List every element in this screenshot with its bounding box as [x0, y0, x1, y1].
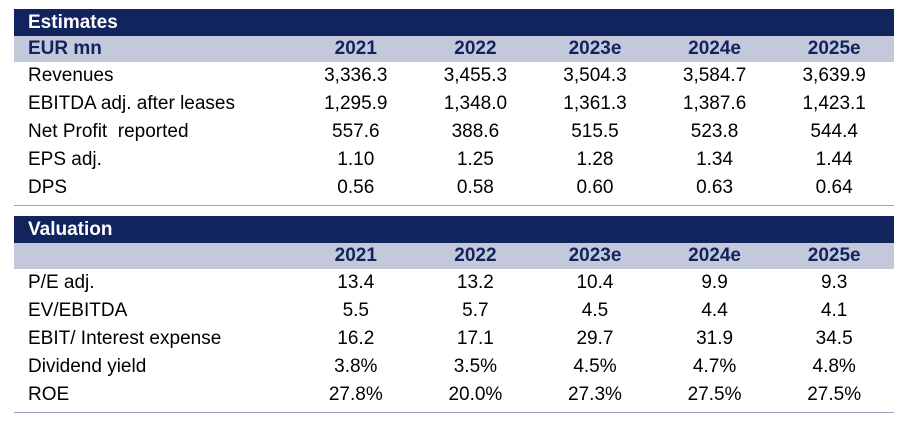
cell-value: 27.8% — [328, 384, 383, 405]
cell-value: 3,504.3 — [563, 65, 627, 86]
valuation-col-header: 2023e — [568, 245, 622, 266]
row-label: ROE — [28, 384, 70, 405]
estimates-col-header: 2024e — [688, 38, 741, 59]
cell-value: 3.8% — [334, 356, 378, 377]
cell-value: 4.7% — [692, 356, 737, 377]
cell-value: 0.60 — [576, 177, 614, 198]
valuation-col-header: 2025e — [807, 245, 861, 266]
table-row: EV/EBITDA 5.5 5.7 4.5 4.4 4.1 — [14, 297, 894, 325]
table-row: Dividend yield 3.8% 3.5% 4.5% 4.7% 4.8% — [14, 353, 894, 381]
valuation-table: Valuation 2021 2022 2023e 2024e 2025e P/… — [14, 216, 894, 409]
cell-value: 29.7 — [576, 328, 614, 349]
valuation-header-row: 2021 2022 2023e 2024e 2025e — [14, 243, 894, 269]
table-row: ROE 27.8% 20.0% 27.3% 27.5% 27.5% — [14, 381, 894, 409]
cell-value: 3,455.3 — [443, 65, 508, 86]
cell-value: 0.64 — [815, 177, 853, 198]
row-label: P/E adj. — [28, 272, 95, 293]
cell-value: 0.63 — [696, 177, 734, 198]
estimates-col-header: 2021 — [334, 38, 377, 59]
valuation-col-header: 2022 — [454, 245, 497, 266]
estimates-col-header: 2023e — [568, 38, 622, 59]
valuation-title: Valuation — [14, 216, 894, 243]
cell-value: 9.9 — [701, 272, 728, 293]
divider — [14, 412, 894, 413]
row-label: DPS — [28, 177, 68, 198]
cell-value: 4.5 — [581, 300, 609, 321]
cell-value: 3,584.7 — [682, 65, 747, 86]
cell-value: 1,387.6 — [682, 93, 747, 114]
cell-value: 544.4 — [810, 121, 858, 142]
table-row: EBIT/ Interest expense 16.2 17.1 29.7 31… — [14, 325, 894, 353]
cell-value: 4.8% — [812, 356, 856, 377]
cell-value: 5.5 — [342, 300, 369, 321]
valuation-col-header: 2024e — [688, 245, 741, 266]
cell-value: 16.2 — [337, 328, 375, 349]
cell-value: 1,423.1 — [802, 93, 866, 114]
cell-value: 3,639.9 — [802, 65, 866, 86]
row-label: Net Profit reported — [28, 121, 189, 142]
table-row: Net Profit reported 557.6 388.6 515.5 52… — [14, 118, 894, 146]
cell-value: 1.28 — [576, 149, 614, 170]
cell-value: 1,361.3 — [563, 93, 627, 114]
cell-value: 13.4 — [337, 272, 375, 293]
cell-value: 27.3% — [568, 384, 622, 405]
row-label: EBITDA adj. after leases — [28, 93, 235, 114]
cell-value: 388.6 — [451, 121, 500, 142]
divider — [14, 205, 894, 206]
cell-value: 1.44 — [815, 149, 853, 170]
cell-value: 523.8 — [690, 121, 739, 142]
table-row: EBITDA adj. after leases 1,295.9 1,348.0… — [14, 90, 894, 118]
cell-value: 5.7 — [462, 300, 489, 321]
table-row: EPS adj. 1.10 1.25 1.28 1.34 1.44 — [14, 146, 894, 174]
cell-value: 20.0% — [448, 384, 503, 405]
cell-value: 13.2 — [456, 272, 494, 293]
table-row: DPS 0.56 0.58 0.60 0.63 0.64 — [14, 174, 894, 202]
table-row: Revenues 3,336.3 3,455.3 3,504.3 3,584.7… — [14, 62, 894, 90]
row-label: EPS adj. — [28, 149, 102, 170]
cell-value: 1.34 — [696, 149, 734, 170]
cell-value: 10.4 — [576, 272, 614, 293]
cell-value: 4.1 — [820, 300, 848, 321]
cell-value: 1.25 — [456, 149, 494, 170]
cell-value: 17.1 — [456, 328, 494, 349]
row-label: Revenues — [28, 65, 114, 86]
estimates-header-row: EUR mn 2021 2022 2023e 2024e 2025e — [14, 36, 894, 62]
cell-value: 1.10 — [337, 149, 375, 170]
cell-value: 557.6 — [332, 121, 380, 142]
cell-value: 515.5 — [571, 121, 619, 142]
table-row: P/E adj. 13.4 13.2 10.4 9.9 9.3 — [14, 269, 894, 297]
cell-value: 0.56 — [337, 177, 375, 198]
row-label: EBIT/ Interest expense — [28, 328, 222, 349]
estimates-col-header: 2025e — [807, 38, 861, 59]
cell-value: 1,348.0 — [443, 93, 508, 114]
cell-value: 27.5% — [807, 384, 862, 405]
estimates-table: Estimates EUR mn 2021 2022 2023e 2024e 2… — [14, 9, 894, 202]
cell-value: 34.5 — [815, 328, 853, 349]
estimates-title: Estimates — [14, 9, 894, 36]
estimates-col-header: 2022 — [454, 38, 497, 59]
cell-value: 4.5% — [573, 356, 617, 377]
cell-value: 0.58 — [456, 177, 494, 198]
cell-value: 3.5% — [453, 356, 498, 377]
estimates-unit-label: EUR mn — [28, 38, 102, 59]
cell-value: 9.3 — [820, 272, 848, 293]
row-label: EV/EBITDA — [28, 300, 128, 321]
valuation-col-header: 2021 — [334, 245, 377, 266]
cell-value: 27.5% — [687, 384, 742, 405]
cell-value: 31.9 — [696, 328, 734, 349]
row-label: Dividend yield — [28, 356, 147, 377]
cell-value: 1,295.9 — [324, 93, 388, 114]
cell-value: 3,336.3 — [324, 65, 388, 86]
cell-value: 4.4 — [701, 300, 728, 321]
